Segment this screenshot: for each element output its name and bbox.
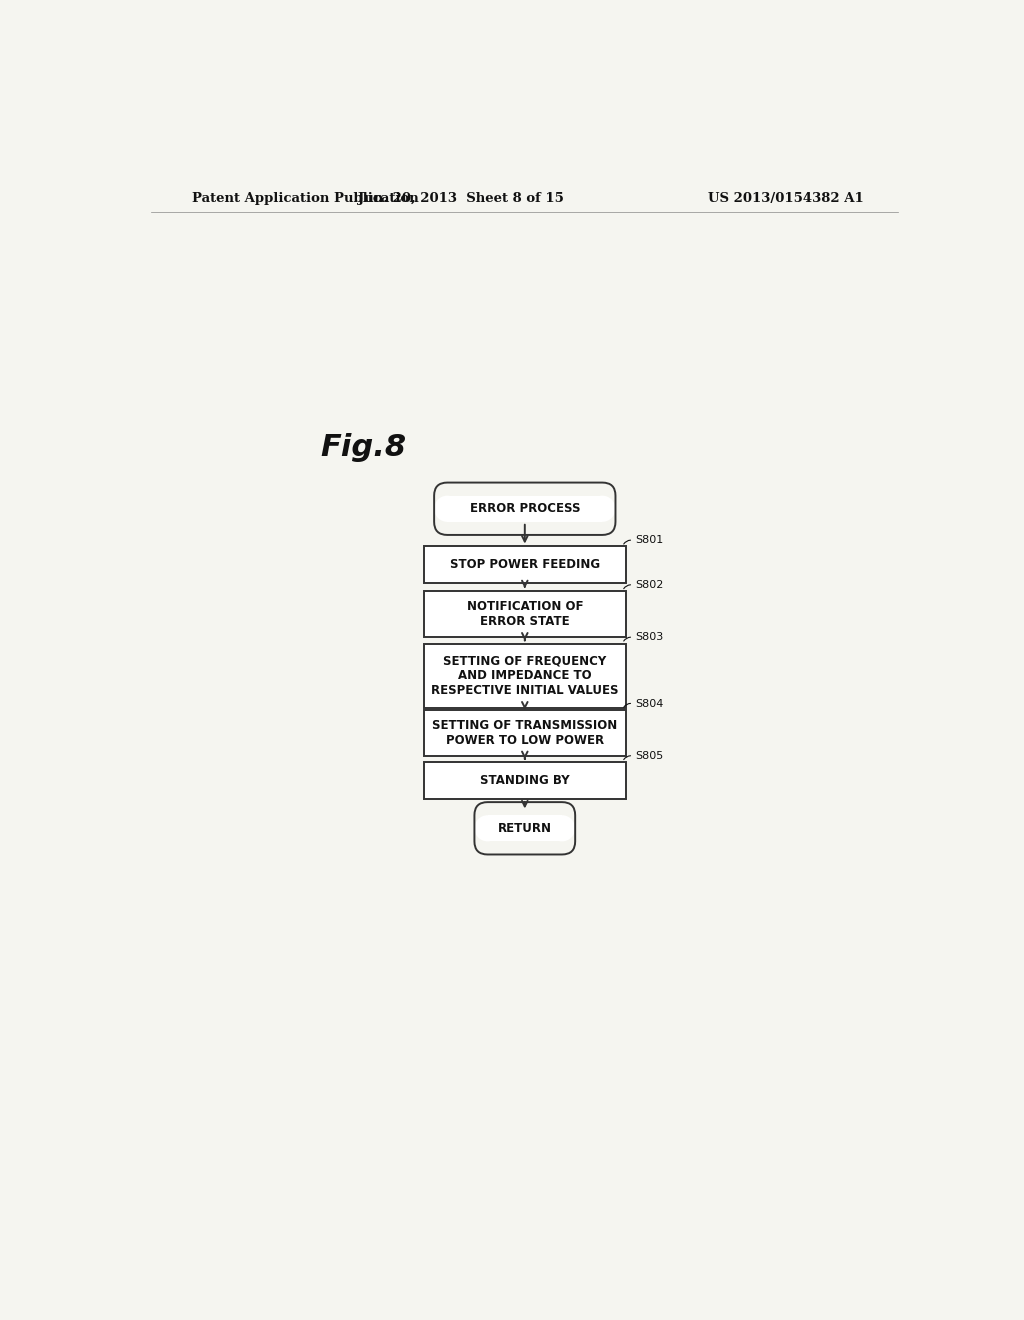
- Text: S803: S803: [635, 632, 664, 643]
- Bar: [424, 591, 626, 638]
- Text: STANDING BY: STANDING BY: [480, 774, 569, 787]
- Bar: [424, 546, 626, 583]
- Text: S802: S802: [635, 579, 664, 590]
- Text: Fig.8: Fig.8: [321, 433, 407, 462]
- Text: Patent Application Publication: Patent Application Publication: [191, 191, 418, 205]
- Ellipse shape: [589, 495, 615, 521]
- Text: S805: S805: [635, 751, 664, 760]
- Text: SETTING OF FREQUENCY
AND IMPEDANCE TO
RESPECTIVE INITIAL VALUES: SETTING OF FREQUENCY AND IMPEDANCE TO RE…: [431, 655, 618, 697]
- Text: ERROR PROCESS: ERROR PROCESS: [470, 502, 580, 515]
- Text: STOP POWER FEEDING: STOP POWER FEEDING: [450, 558, 600, 572]
- Text: S804: S804: [635, 698, 664, 709]
- Bar: [487, 816, 562, 841]
- Bar: [424, 762, 626, 799]
- Text: NOTIFICATION OF
ERROR STATE: NOTIFICATION OF ERROR STATE: [467, 601, 583, 628]
- Text: RETURN: RETURN: [498, 822, 552, 834]
- Ellipse shape: [434, 495, 461, 521]
- Text: US 2013/0154382 A1: US 2013/0154382 A1: [709, 191, 864, 205]
- Text: Jun. 20, 2013  Sheet 8 of 15: Jun. 20, 2013 Sheet 8 of 15: [358, 191, 564, 205]
- Bar: [424, 644, 626, 708]
- Text: SETTING OF TRANSMISSION
POWER TO LOW POWER: SETTING OF TRANSMISSION POWER TO LOW POW…: [432, 719, 617, 747]
- Ellipse shape: [549, 816, 575, 841]
- Ellipse shape: [474, 816, 501, 841]
- Text: S801: S801: [635, 536, 664, 545]
- Bar: [424, 710, 626, 756]
- Bar: [447, 496, 602, 521]
